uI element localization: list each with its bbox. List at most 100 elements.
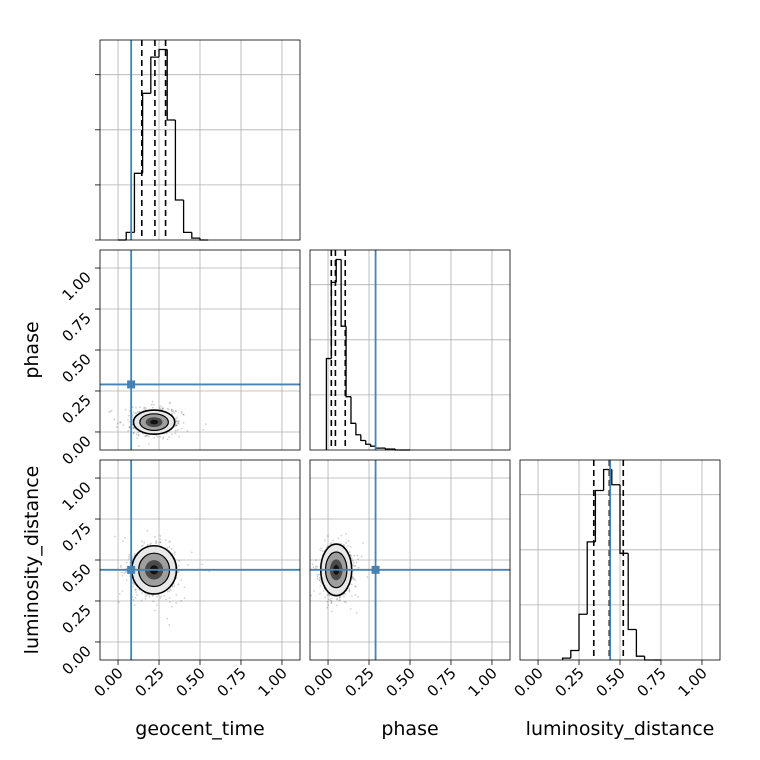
sample-point-2-710 (335, 598, 338, 601)
hist-bin-phase-9 (370, 444, 376, 447)
sample-point-1-827 (180, 579, 183, 581)
sample-point-1-747 (122, 540, 124, 543)
sample-point-0-801 (139, 406, 142, 409)
sample-point-0-36 (127, 429, 130, 432)
panel-marginal-phase (309, 249, 511, 451)
sample-point-0-407 (180, 427, 183, 430)
sample-point-0-414 (180, 412, 183, 415)
hist-bin-luminosity-distance-1 (570, 649, 580, 659)
sample-point-0-781 (161, 408, 164, 410)
sample-point-1-419 (173, 553, 176, 556)
hist-bin-phase-8 (365, 440, 371, 445)
sample-point-2-501 (338, 597, 341, 600)
sample-point-2-782 (320, 547, 323, 550)
sample-point-1-80 (123, 572, 126, 575)
sample-point-2-652 (318, 576, 321, 579)
truth-marker-joint-2 (371, 565, 380, 574)
panel-marginal-geocent-time (99, 39, 301, 241)
sample-point-0-543 (182, 413, 185, 416)
sample-point-0-305 (145, 434, 148, 437)
sample-point-2-280 (322, 590, 325, 592)
hist-bin-luminosity-distance-6 (611, 469, 620, 486)
sample-point-1-865 (171, 585, 174, 588)
sample-point-1-311 (151, 594, 154, 597)
sample-point-0-252 (174, 432, 177, 435)
sample-point-0-612 (131, 416, 134, 419)
panel-joint-geocent-time-luminosity-distance (99, 459, 301, 661)
hist-bin-geocent-time-5 (158, 48, 168, 58)
sample-point-1-118 (131, 556, 134, 558)
sample-point-0-27 (143, 406, 146, 409)
sample-point-2-200 (329, 599, 332, 602)
sample-point-0-87 (127, 414, 130, 417)
sample-point-1-605 (121, 590, 124, 592)
sample-point-0-382 (162, 437, 165, 440)
sample-point-0-216 (127, 418, 129, 421)
sample-point-2-125 (326, 535, 329, 537)
sample-point-2-63 (347, 539, 350, 542)
sample-point-2-275 (330, 601, 333, 604)
sample-point-0-566 (132, 432, 135, 434)
sample-point-0-231 (159, 407, 162, 410)
grid-joint-1 (100, 460, 300, 660)
sample-point-1-630 (208, 570, 211, 573)
sample-point-0-486 (151, 400, 154, 403)
sample-point-0-627 (174, 424, 177, 427)
sample-point-0-258 (166, 407, 169, 410)
hist-bin-luminosity-distance-0 (561, 657, 571, 660)
sample-point-2-492 (345, 533, 347, 535)
sample-point-0-423 (175, 410, 178, 413)
sample-point-2-816 (319, 579, 321, 582)
sample-point-2-10 (351, 576, 354, 579)
sample-point-0-765 (159, 435, 162, 438)
sample-point-2-387 (339, 596, 341, 598)
sample-point-0-215 (137, 434, 140, 437)
sample-point-0-647 (132, 411, 135, 414)
sample-point-0-702 (177, 422, 180, 425)
sample-point-2-356 (343, 595, 345, 598)
sample-point-2-119 (354, 564, 357, 567)
sample-point-0-882 (119, 421, 122, 424)
sample-point-1-789 (175, 576, 178, 579)
hist-bin-phase-6 (355, 423, 361, 436)
sample-point-2-517 (330, 600, 333, 603)
sample-point-0-289 (128, 421, 131, 423)
sample-point-0-115 (175, 420, 178, 423)
hist-bin-luminosity-distance-8 (627, 553, 637, 631)
sample-point-0-54 (119, 421, 122, 424)
sample-point-0-495 (135, 406, 137, 409)
sample-point-1-345 (133, 583, 136, 586)
sample-point-1-56 (176, 571, 179, 574)
grid-geocent-time (100, 40, 300, 240)
sample-point-2-188 (335, 604, 338, 607)
panel-joint-geocent-time-phase (99, 249, 301, 451)
sample-point-2-163 (318, 579, 320, 581)
sample-point-1-202 (124, 570, 127, 573)
sample-point-1-704 (136, 594, 138, 596)
sample-point-0-234 (178, 420, 180, 423)
sample-point-1-774 (132, 599, 135, 601)
sample-point-0-126 (175, 424, 178, 427)
sample-point-0-0 (202, 428, 205, 431)
sample-point-1-740 (159, 597, 162, 599)
sample-point-0-243 (138, 410, 141, 413)
sample-point-2-673 (352, 564, 354, 567)
sample-point-2-324 (355, 586, 357, 588)
sample-point-0-441 (168, 436, 171, 438)
hist-bin-geocent-time-7 (174, 120, 184, 201)
sample-point-0-869 (174, 417, 177, 420)
sample-point-1-79 (119, 566, 122, 568)
sample-point-2-663 (349, 545, 352, 548)
sample-point-1-762 (166, 590, 169, 593)
sample-point-0-386 (152, 406, 154, 409)
sample-point-0-437 (143, 435, 146, 438)
sample-point-1-684 (144, 597, 147, 600)
sample-point-1-403 (134, 596, 137, 599)
sample-point-1-792 (183, 597, 186, 599)
sample-point-0-828 (108, 411, 110, 413)
sample-point-2-744 (351, 559, 354, 562)
tick-marks (95, 74, 703, 665)
sample-point-0-893 (169, 401, 172, 404)
sample-point-0-689 (166, 438, 169, 441)
sample-point-2-235 (348, 589, 351, 592)
